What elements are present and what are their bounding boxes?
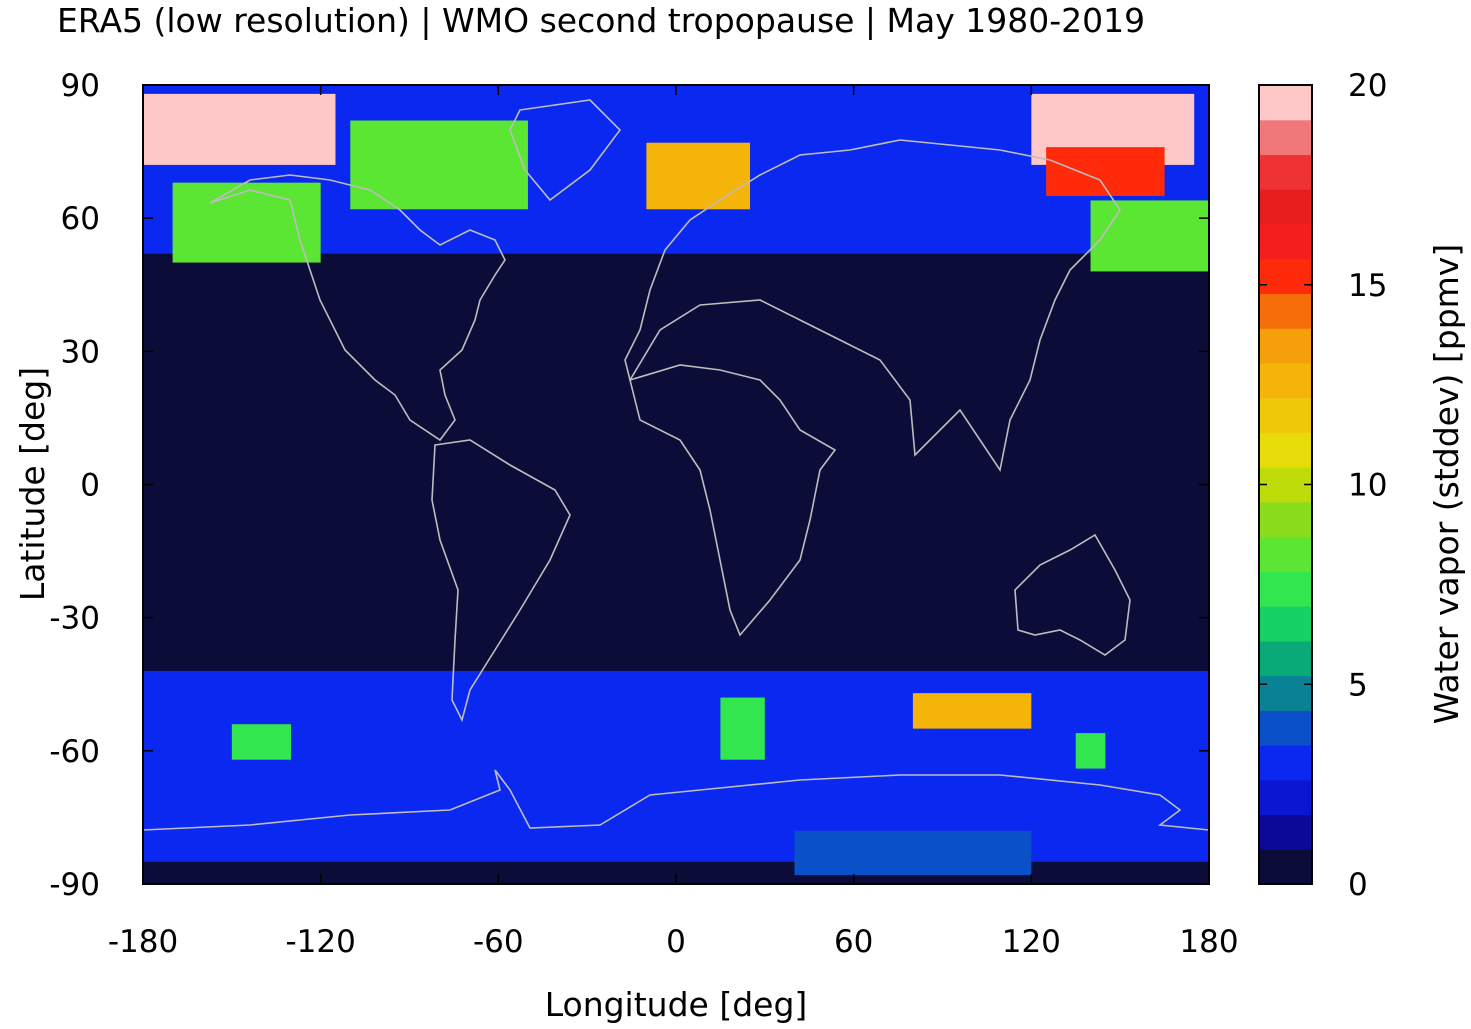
colorbar-label: Water vapor (stddev) [ppmv] — [1427, 244, 1466, 724]
coastline-africa-south — [629, 364, 837, 637]
x-tick-marks — [142, 85, 1210, 884]
coastlines — [142, 99, 1210, 831]
x-tick-label: -60 — [473, 924, 524, 960]
colorbar-swatch — [1259, 675, 1312, 711]
colorbar-swatch — [1259, 154, 1312, 190]
y-tick-label: 30 — [61, 334, 100, 370]
x-tick-label: 120 — [1002, 924, 1061, 960]
colorbar-swatch — [1259, 501, 1312, 538]
coastline-antarctica — [142, 769, 1210, 831]
heatmap-cell — [143, 93, 336, 165]
colorbar-swatch — [1259, 397, 1312, 433]
colorbar-swatch — [1259, 467, 1312, 503]
y-tick-label: -30 — [49, 601, 100, 637]
colorbar-tick-label: 10 — [1348, 468, 1387, 504]
colorbar-tick-label: 20 — [1348, 68, 1387, 104]
colorbar-swatch — [1259, 571, 1312, 607]
colorbar-swatch — [1259, 328, 1312, 364]
heatmap-cell — [1075, 733, 1106, 769]
heatmap-cell — [794, 830, 1032, 876]
colorbar-tick-label: 15 — [1348, 268, 1387, 304]
colorbar-swatch — [1259, 258, 1312, 295]
y-tick-marks — [143, 84, 1209, 885]
x-axis-label: Longitude [deg] — [545, 985, 808, 1024]
chart-title: ERA5 (low resolution) | WMO second tropo… — [57, 1, 1145, 40]
heatmap-cell — [646, 142, 751, 210]
colorbar-swatch — [1259, 223, 1312, 260]
colorbar-swatch — [1259, 814, 1312, 850]
colorbar-swatch — [1259, 85, 1312, 121]
heatmap-cells — [143, 85, 1209, 876]
colorbar-swatch — [1259, 189, 1312, 225]
y-tick-label: -90 — [49, 867, 100, 903]
colorbar-swatch — [1259, 536, 1312, 572]
heatmap-cell — [231, 724, 292, 760]
colorbar-tick-label: 5 — [1348, 667, 1368, 703]
colorbar-tick-label: 0 — [1348, 867, 1368, 903]
y-tick-label: -60 — [49, 734, 100, 770]
colorbar-swatch — [1259, 606, 1312, 642]
colorbar: 0 5 10 15 20 Water vapor (stddev) [ppmv] — [1258, 68, 1466, 903]
colorbar-swatch — [1259, 779, 1312, 816]
heatmap-cell — [350, 120, 528, 210]
heatmap-cell — [172, 182, 321, 263]
heatmap-cell — [720, 697, 765, 760]
y-tick-labels: 90 60 30 0 -30 -60 -90 — [49, 68, 100, 903]
heatmap-cell — [1090, 200, 1209, 272]
colorbar-swatch — [1259, 293, 1312, 329]
coastline-south-america — [431, 439, 571, 723]
y-tick-label: 60 — [61, 201, 100, 237]
x-tick-label: 180 — [1179, 924, 1238, 960]
x-tick-label: 60 — [834, 924, 873, 960]
colorbar-swatch — [1259, 640, 1312, 677]
colorbar-swatch — [1259, 362, 1312, 399]
colorbar-swatch — [1259, 745, 1312, 781]
colorbar-tick-marks — [1259, 84, 1312, 885]
colorbar-swatch — [1259, 119, 1312, 156]
y-tick-label: 90 — [61, 68, 100, 104]
x-tick-label: -120 — [285, 924, 355, 960]
heatmap-cell — [912, 693, 1032, 729]
x-tick-label: 0 — [666, 924, 686, 960]
coastline-australia — [1014, 533, 1131, 656]
heatmap-cell — [143, 670, 1209, 862]
plot-area — [142, 84, 1210, 885]
colorbar-swatch — [1259, 710, 1312, 746]
x-tick-label: -180 — [108, 924, 178, 960]
coastline-north-america — [209, 174, 506, 442]
y-axis-label: Latitude [deg] — [13, 367, 52, 601]
coastline-greenland — [509, 99, 622, 202]
y-tick-label: 0 — [80, 468, 100, 504]
x-tick-labels: -180 -120 -60 0 60 120 180 — [108, 924, 1239, 960]
coastline-africa-eurasia — [624, 139, 1121, 473]
colorbar-swatch — [1259, 849, 1312, 885]
colorbar-swatch — [1259, 432, 1312, 468]
colorbar-swatches — [1259, 85, 1312, 885]
